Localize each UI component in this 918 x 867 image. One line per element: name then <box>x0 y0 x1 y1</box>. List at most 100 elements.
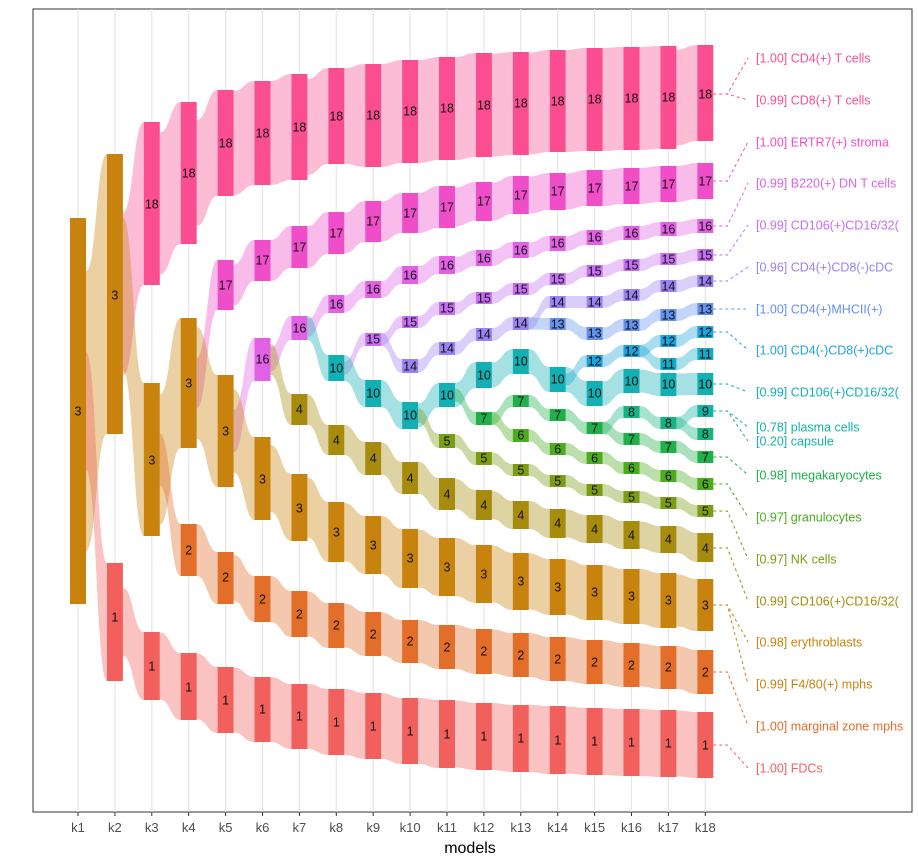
node-label-k16-c4: 4 <box>628 529 635 543</box>
node-k11-c16 <box>439 256 455 274</box>
flow-k11-k12-c2 <box>455 625 476 674</box>
flow-k9-k10-c15 <box>381 316 403 346</box>
node-k8-c4 <box>328 425 345 455</box>
flow-k15-k16-c15 <box>602 259 624 277</box>
node-label-k13-c3: 3 <box>517 575 524 589</box>
node-label-k6-c16: 16 <box>256 353 270 367</box>
node-k13-c4 <box>512 501 529 529</box>
flow-k15-k16-c12 <box>602 345 624 367</box>
node-label-k13-c5: 5 <box>517 464 524 478</box>
annotation-label-2: [1.00] ERTR7(+) stroma <box>756 136 889 150</box>
node-label-k11-c4: 4 <box>444 488 451 502</box>
node-k6-c2 <box>254 576 271 622</box>
tick-label-k11: k11 <box>437 820 457 835</box>
flow-k14-k15-c12 <box>565 355 587 386</box>
node-k3-c1 <box>143 632 160 700</box>
x-axis: k1 k2 k3 k4 k5 k6 k7 k8 k9 k10 k11 k12 k13 k14 k15 k16 k… <box>71 812 716 835</box>
node-label-k17-c10: 10 <box>661 378 675 392</box>
node-k11-c17 <box>439 186 455 228</box>
node-label-k16-c12: 12 <box>625 345 639 359</box>
flow-k12-k13-c1 <box>491 703 513 772</box>
node-k15-c17 <box>586 170 603 206</box>
node-label-k14-c4: 4 <box>554 517 561 531</box>
flow-k14-k15-c6 <box>565 443 587 464</box>
node-label-k7-c17: 17 <box>292 241 306 255</box>
node-k12-c18 <box>475 53 492 157</box>
annotation-leader-5 <box>713 266 749 282</box>
node-label-k18-c1: 1 <box>702 739 709 753</box>
node-k1-c3 <box>70 218 86 604</box>
node-label-k9-c3: 3 <box>370 539 377 553</box>
node-label-k11-c17: 17 <box>440 201 454 215</box>
node-label-k12-c14: 14 <box>477 328 491 342</box>
node-k15-c14 <box>586 296 603 308</box>
node-k11-c5 <box>439 434 455 448</box>
node-label-k18-c16: 16 <box>698 220 712 234</box>
node-k8-c18 <box>328 68 345 164</box>
node-k18-c5 <box>697 505 714 517</box>
flow-k9-k10-c18 <box>381 60 403 167</box>
tick-label-k1: k1 <box>71 820 85 835</box>
node-k12-c5 <box>475 452 492 465</box>
node-label-k14-c13: 13 <box>551 318 565 332</box>
flow-k16-k17-c18 <box>639 46 661 150</box>
flow-k5-k6-c3 <box>233 389 255 520</box>
node-label-k16-c5: 5 <box>628 491 635 505</box>
flow-k10-k11-c18 <box>418 57 439 163</box>
flow-k12-k13-c4 <box>491 491 513 529</box>
flow-k13-k14-c1 <box>528 705 550 774</box>
flow-k5-k6-c16 <box>233 338 255 453</box>
node-k6-c18 <box>254 81 271 185</box>
x-axis-title: models <box>444 840 496 857</box>
tick-label-k12: k12 <box>473 820 494 835</box>
flow-k7-k8-c16 <box>307 295 329 337</box>
node-k18-c9 <box>697 405 714 417</box>
node-k10-c17 <box>402 193 419 233</box>
node-label-k8-c17: 17 <box>329 227 343 241</box>
node-label-k6-c2: 2 <box>259 593 266 607</box>
node-k13-c18 <box>512 52 529 155</box>
node-label-k13-c17: 17 <box>514 189 528 203</box>
flow-k13-k14-c18 <box>528 50 550 155</box>
flow-k13-k14-c6 <box>528 429 550 455</box>
flow-k14-k15-c18 <box>565 48 587 152</box>
flow-k13-k14-c10 <box>528 349 550 392</box>
node-label-k17-c18: 18 <box>661 91 675 105</box>
node-label-k10-c15: 15 <box>403 316 417 330</box>
node-label-k16-c1: 1 <box>628 736 635 750</box>
flow-k14-k15-c10 <box>565 367 587 406</box>
node-label-k15-c3: 3 <box>591 586 598 600</box>
flow-k14-k15-c7 <box>565 409 587 434</box>
node-k18-c11 <box>697 348 714 360</box>
node-label-k17-c13: 13 <box>661 309 675 323</box>
annotation-label-11: [0.98] megakaryocytes <box>756 469 882 483</box>
flow-k7-k8-c3 <box>307 477 329 562</box>
flow-k16-k17-c3 <box>639 569 661 628</box>
node-label-k15-c17: 17 <box>588 182 602 196</box>
node-k15-c16 <box>586 230 603 245</box>
node-k17-c3 <box>660 573 677 628</box>
flow-k13-k14-c2 <box>528 633 550 681</box>
node-label-k12-c1: 1 <box>480 730 487 744</box>
annotation-leader-8 <box>713 383 749 393</box>
node-k16-c8 <box>623 406 640 418</box>
node-k15-c18 <box>586 48 603 151</box>
node-k16-c15 <box>623 259 640 271</box>
node-label-k11-c1: 1 <box>444 728 451 742</box>
node-k6-c17 <box>254 240 271 281</box>
node-label-k15-c5: 5 <box>591 484 598 498</box>
node-label-k16-c15: 15 <box>625 259 639 273</box>
flow-k16-k17-c2 <box>639 643 661 689</box>
node-label-k14-c10: 10 <box>551 373 565 387</box>
plot-panel <box>32 8 913 813</box>
flow-k11-k12-c14 <box>455 328 476 355</box>
node-label-k3-c1: 1 <box>148 660 155 674</box>
node-k12-c15 <box>475 292 492 304</box>
flow-k16-k17-c11 <box>639 345 661 370</box>
node-k13-c6 <box>512 429 529 442</box>
node-label-k18-c17: 17 <box>698 175 712 189</box>
flow-k5-k6-c1 <box>233 667 255 742</box>
flow-k12-k13-c6 <box>491 412 513 442</box>
tick-label-k6: k6 <box>256 820 270 835</box>
flow-k13-k14-c4 <box>528 501 550 538</box>
